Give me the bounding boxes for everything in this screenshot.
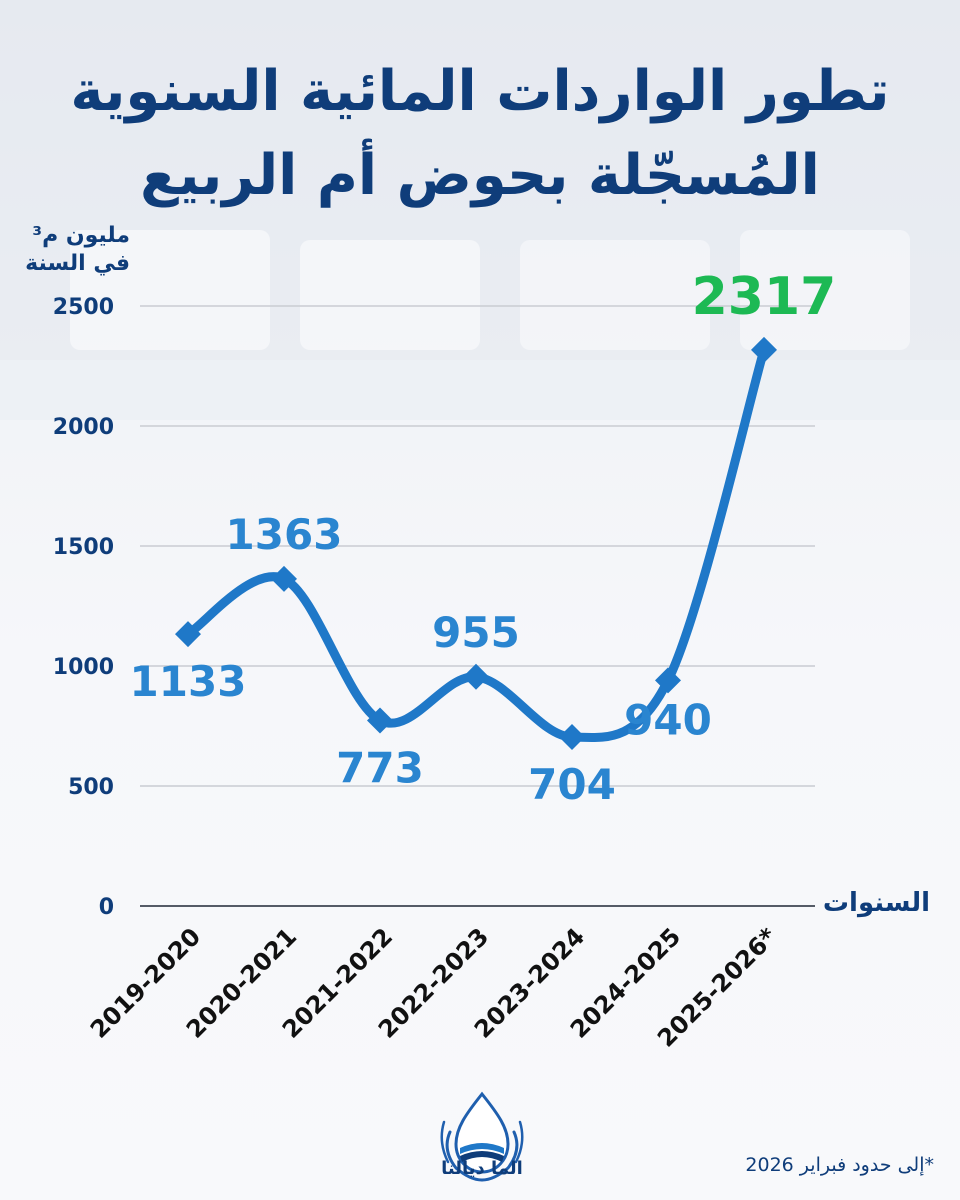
data-point-marker bbox=[751, 336, 777, 363]
data-markers bbox=[175, 336, 777, 751]
chart-title-line-1: تطور الواردات المائية السنوية bbox=[70, 59, 890, 124]
data-point-marker bbox=[559, 724, 585, 751]
footnote: *إلى حدود فبراير 2026 bbox=[745, 1154, 934, 1176]
y-tick-labels: 0 500 1000 1500 2000 2500 bbox=[53, 295, 114, 920]
data-label: 704 bbox=[528, 760, 616, 809]
x-axis-title: السنوات bbox=[822, 888, 930, 918]
x-tick-labels: 2019-20202020-20212021-20222022-20232023… bbox=[85, 922, 783, 1052]
y-tick-label: 2500 bbox=[53, 295, 114, 320]
y-axis-unit-line-1: مليون م³ bbox=[32, 223, 130, 248]
data-label: 1133 bbox=[130, 657, 247, 706]
data-label: 2317 bbox=[692, 267, 837, 327]
data-point-marker bbox=[175, 621, 201, 648]
data-label: 940 bbox=[624, 695, 712, 744]
y-axis-unit-line-2: في السنة bbox=[25, 251, 130, 276]
chart-title-line-2: المُسجّلة بحوض أم الربيع bbox=[140, 143, 820, 208]
data-label: 1363 bbox=[226, 510, 343, 559]
data-point-marker bbox=[367, 707, 393, 734]
data-point-marker bbox=[271, 565, 297, 592]
y-tick-label: 2000 bbox=[53, 415, 114, 440]
water-drop-hands-icon bbox=[440, 1091, 524, 1182]
data-label: 955 bbox=[432, 608, 520, 657]
y-tick-label: 0 bbox=[99, 895, 114, 920]
logo-text: الما ديالنا bbox=[441, 1158, 523, 1179]
y-tick-label: 500 bbox=[68, 775, 114, 800]
data-label: 773 bbox=[336, 743, 424, 792]
gridlines bbox=[140, 305, 815, 907]
data-point-marker bbox=[655, 667, 681, 694]
data-point-marker bbox=[463, 663, 489, 690]
y-tick-label: 1000 bbox=[53, 655, 114, 680]
y-tick-label: 1500 bbox=[53, 535, 114, 560]
